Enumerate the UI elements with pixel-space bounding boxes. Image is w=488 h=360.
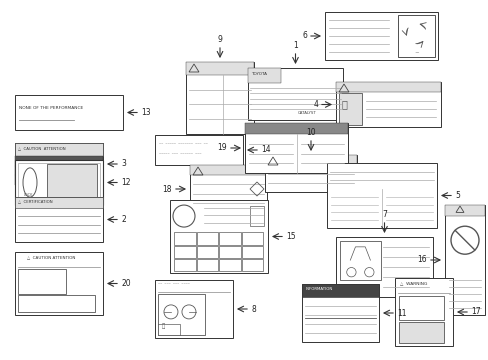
Bar bbox=[264, 155, 356, 192]
Text: 人: 人 bbox=[341, 99, 347, 109]
Bar bbox=[335, 82, 440, 92]
Text: 10: 10 bbox=[305, 128, 315, 137]
Bar bbox=[174, 246, 195, 258]
Bar bbox=[244, 123, 347, 173]
Text: 12: 12 bbox=[121, 178, 130, 187]
Text: △  CAUTION  ATTENTION: △ CAUTION ATTENTION bbox=[18, 146, 65, 150]
Bar bbox=[444, 205, 484, 216]
Bar bbox=[247, 68, 342, 120]
Text: 13: 13 bbox=[141, 108, 150, 117]
Text: ~: ~ bbox=[413, 50, 418, 55]
Bar bbox=[158, 294, 204, 334]
Bar bbox=[241, 246, 263, 258]
Bar bbox=[158, 324, 180, 334]
Bar bbox=[15, 197, 103, 242]
Bar bbox=[190, 165, 266, 213]
Text: 16: 16 bbox=[417, 256, 426, 265]
Bar bbox=[196, 259, 218, 271]
Text: 15: 15 bbox=[285, 232, 295, 241]
Bar bbox=[185, 62, 253, 75]
Text: CATALYST: CATALYST bbox=[297, 111, 316, 115]
Bar bbox=[326, 163, 436, 228]
Text: LOCK: LOCK bbox=[24, 193, 34, 197]
Text: △  WARNING: △ WARNING bbox=[399, 282, 427, 286]
Bar bbox=[196, 246, 218, 258]
Bar bbox=[18, 295, 95, 312]
Text: 1: 1 bbox=[292, 41, 297, 50]
Text: 3: 3 bbox=[121, 159, 125, 168]
Bar bbox=[241, 259, 263, 271]
Text: 9: 9 bbox=[217, 35, 222, 44]
Bar bbox=[15, 160, 103, 205]
Bar bbox=[174, 232, 195, 244]
Bar bbox=[190, 165, 266, 175]
Bar bbox=[398, 296, 443, 320]
Text: 8: 8 bbox=[250, 305, 255, 314]
Bar bbox=[244, 123, 347, 134]
Bar bbox=[15, 252, 103, 315]
Bar bbox=[247, 68, 281, 82]
Bar bbox=[170, 200, 267, 273]
Text: TOYOTA: TOYOTA bbox=[250, 72, 266, 76]
Bar bbox=[398, 15, 434, 57]
Bar bbox=[444, 205, 484, 315]
Bar bbox=[335, 237, 432, 297]
Bar bbox=[15, 166, 103, 175]
Bar bbox=[47, 164, 97, 201]
Bar bbox=[15, 197, 103, 208]
Text: 18: 18 bbox=[162, 184, 172, 194]
Bar bbox=[219, 259, 240, 271]
Bar bbox=[15, 95, 123, 130]
Text: ~~~~~ ~~~ ~~~~~~ ~~~: ~~~~~ ~~~ ~~~~~~ ~~~ bbox=[159, 152, 201, 156]
Bar bbox=[302, 284, 378, 342]
Bar bbox=[219, 246, 240, 258]
Text: 5: 5 bbox=[454, 191, 459, 200]
Bar bbox=[15, 143, 103, 185]
Bar bbox=[302, 284, 378, 297]
Bar bbox=[325, 12, 437, 60]
Bar bbox=[219, 232, 240, 244]
Text: 14: 14 bbox=[261, 145, 270, 154]
Bar bbox=[394, 278, 452, 346]
Text: 6: 6 bbox=[302, 31, 306, 40]
Bar bbox=[155, 280, 232, 338]
Text: 20: 20 bbox=[121, 279, 130, 288]
Bar bbox=[185, 62, 253, 134]
Bar bbox=[249, 206, 264, 226]
Text: INFORMATION: INFORMATION bbox=[305, 287, 332, 291]
Bar bbox=[338, 93, 361, 125]
Bar bbox=[339, 241, 380, 280]
Bar bbox=[241, 232, 263, 244]
Text: 4: 4 bbox=[312, 100, 317, 109]
Text: △  CAUTION ATTENTION: △ CAUTION ATTENTION bbox=[27, 255, 75, 259]
Bar bbox=[335, 82, 440, 127]
Bar bbox=[398, 322, 443, 343]
Text: 19: 19 bbox=[217, 144, 226, 153]
Text: 2: 2 bbox=[121, 215, 125, 224]
Text: 17: 17 bbox=[470, 307, 480, 316]
Bar bbox=[15, 175, 103, 185]
Text: 11: 11 bbox=[396, 309, 406, 318]
Text: 7: 7 bbox=[381, 210, 386, 219]
Bar bbox=[196, 232, 218, 244]
Bar bbox=[18, 163, 100, 202]
Bar bbox=[174, 259, 195, 271]
Text: 人: 人 bbox=[162, 324, 165, 329]
Bar bbox=[15, 143, 103, 156]
Bar bbox=[15, 156, 103, 166]
Text: △  CERTIFICATION: △ CERTIFICATION bbox=[18, 200, 53, 204]
Bar bbox=[264, 155, 356, 165]
Bar bbox=[18, 269, 66, 294]
Text: ~~ ~~~~~ ~~~~~~~ ~~~ ~~: ~~ ~~~~~ ~~~~~~~ ~~~ ~~ bbox=[159, 141, 207, 145]
Text: NONE OF THE PERFORMANCE: NONE OF THE PERFORMANCE bbox=[19, 106, 83, 110]
Bar bbox=[155, 135, 243, 165]
Text: ~~ ~~~ ~~~ ~~~~: ~~ ~~~ ~~~ ~~~~ bbox=[158, 282, 189, 285]
